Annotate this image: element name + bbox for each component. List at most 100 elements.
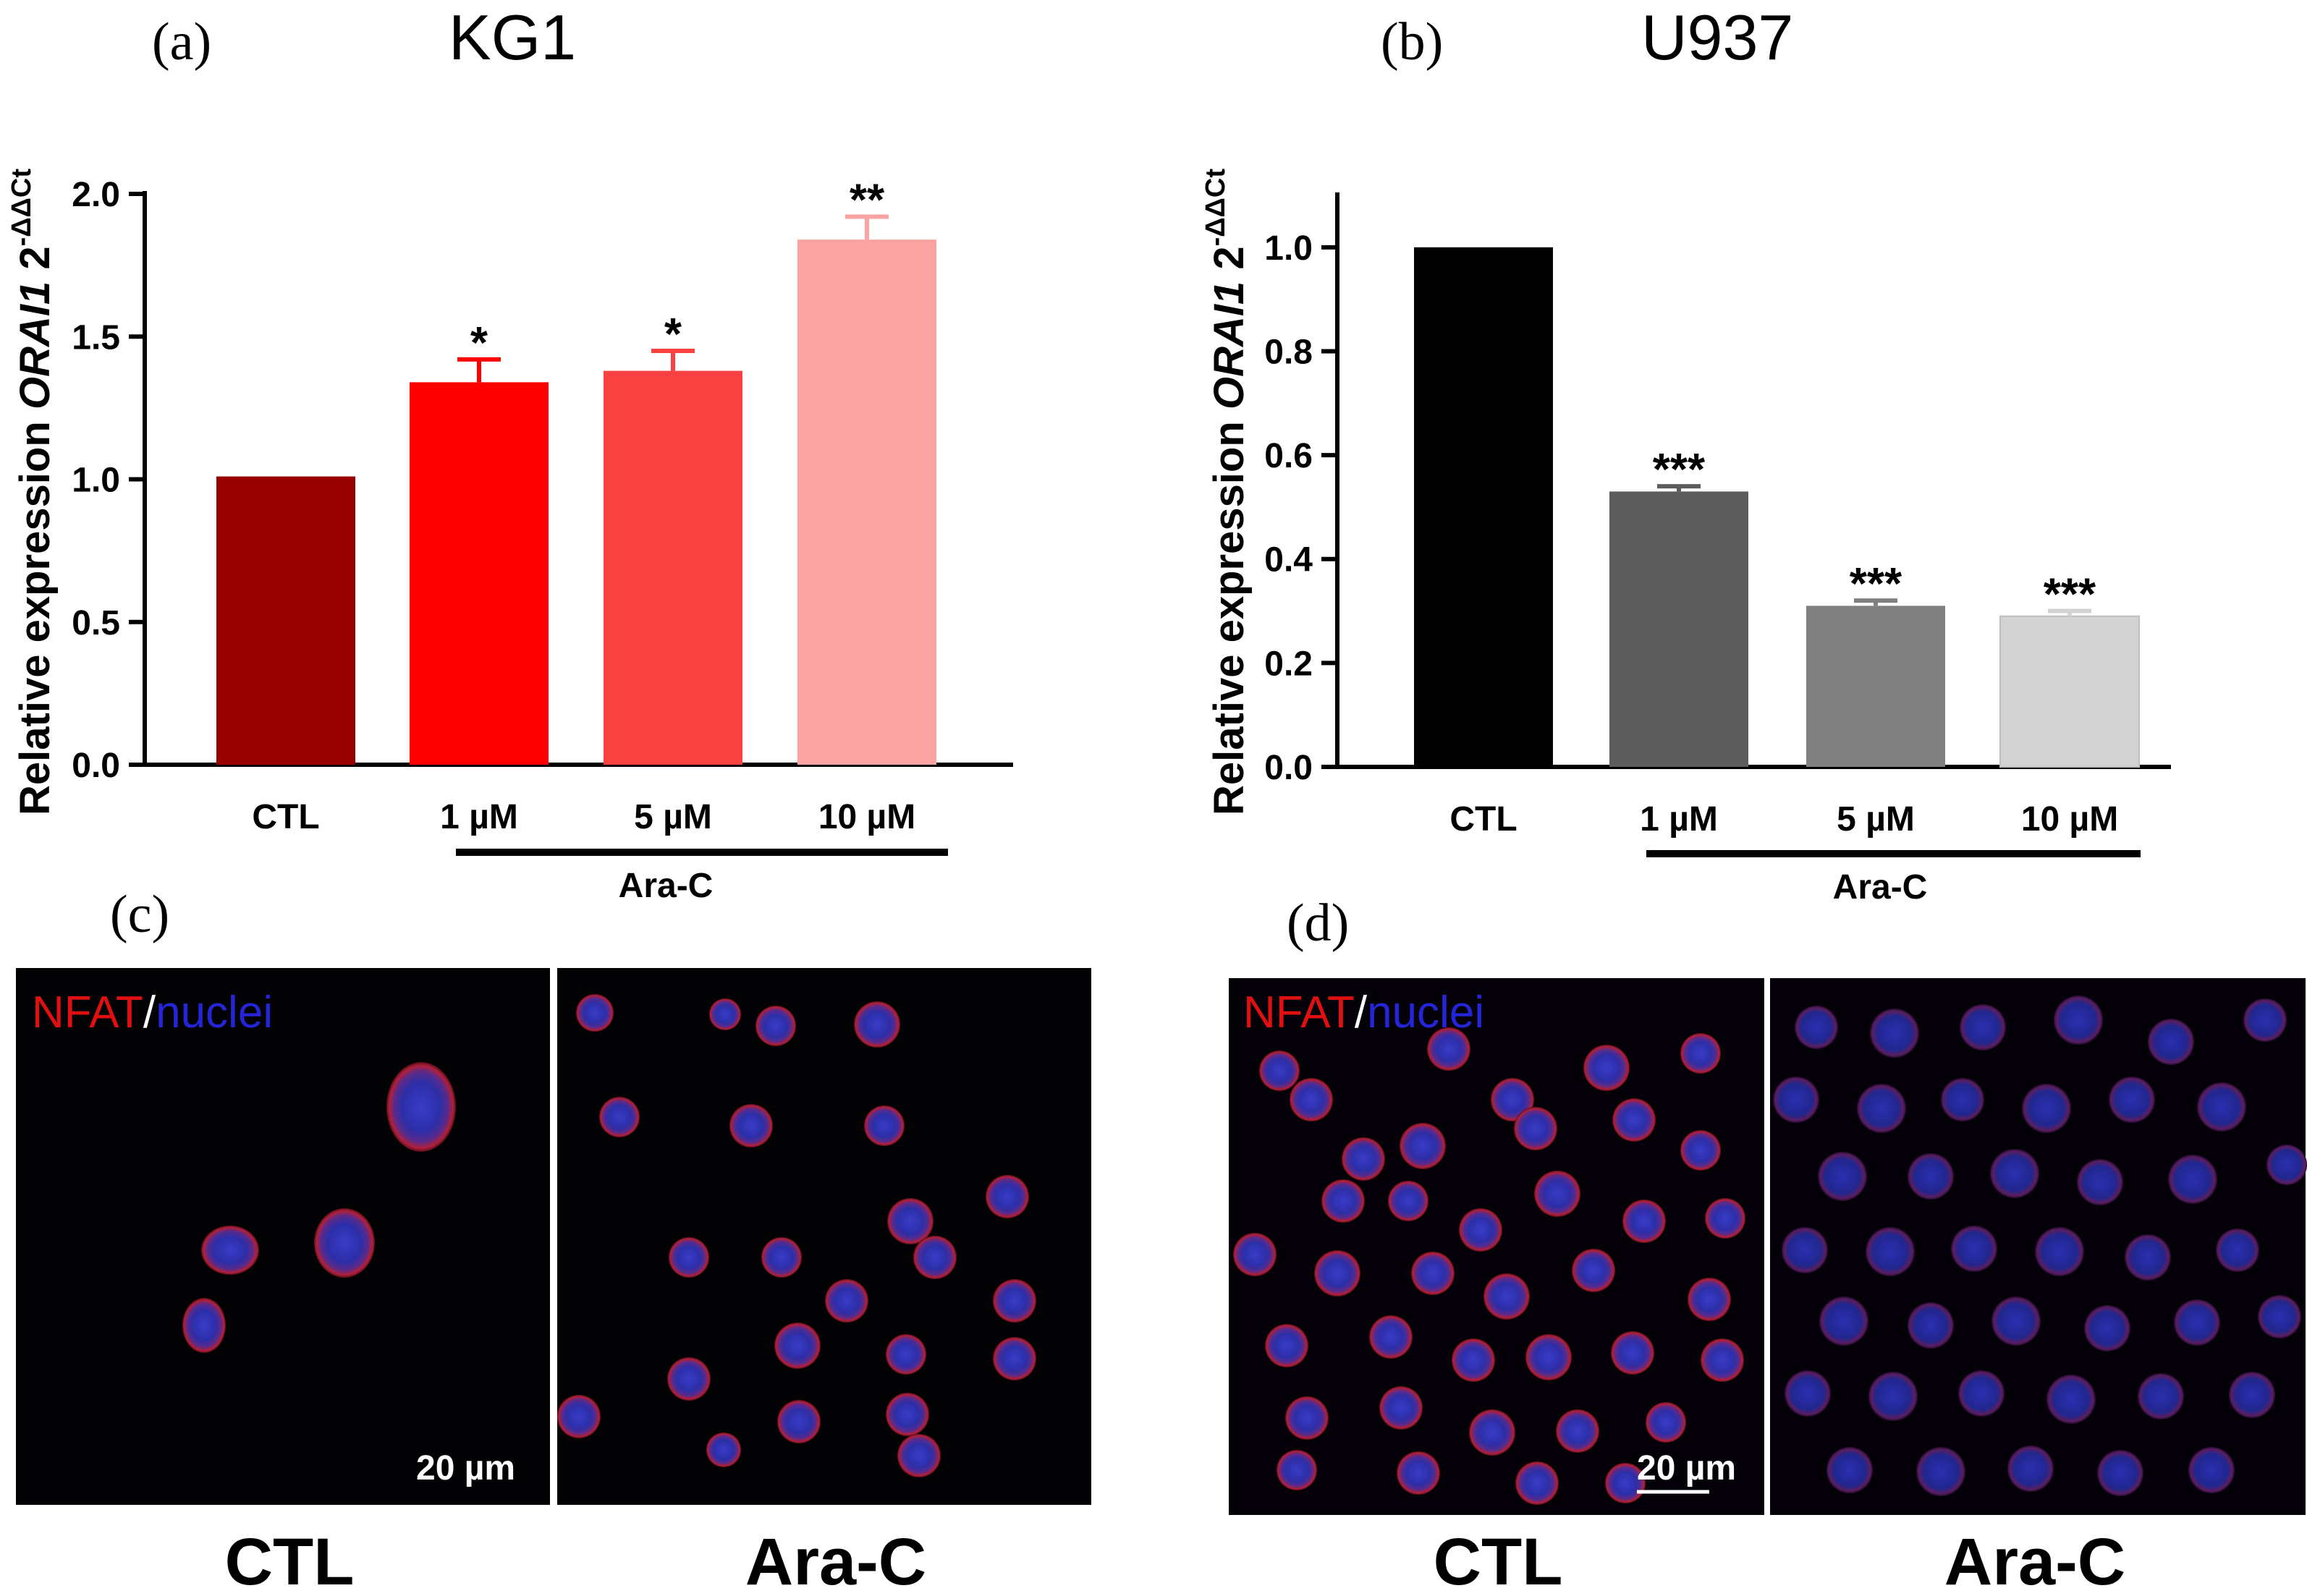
y-tick-label: 1.0 [1264, 229, 1313, 268]
cell [1277, 1450, 1317, 1490]
stain-nuclei-label: nuclei [156, 988, 273, 1037]
cell [1680, 1033, 1721, 1074]
x-tick-label: 10 µM [818, 798, 915, 836]
cell [755, 1006, 796, 1046]
cell [1556, 1409, 1599, 1453]
cell [1868, 1372, 1918, 1421]
cell [2035, 1227, 2084, 1276]
cell [2007, 1446, 2054, 1492]
cell [669, 1237, 709, 1278]
panel-c-arac-image [557, 968, 1091, 1505]
panel-d-stain-legend: NFAT/nuclei [1243, 988, 1484, 1037]
cell [2168, 1155, 2217, 1204]
panel-b-label: (b) [1381, 12, 1443, 72]
cell [1622, 1200, 1666, 1243]
cell [709, 998, 741, 1030]
y-tick-label: 1.5 [72, 318, 120, 357]
cell [1990, 1149, 2039, 1198]
panel-a-label: (a) [152, 12, 211, 72]
cell [1818, 1152, 1867, 1201]
cell [1459, 1208, 1502, 1252]
cell [2148, 1019, 2194, 1065]
cell [1400, 1123, 1446, 1169]
cell [1785, 1370, 1831, 1417]
cell [314, 1208, 375, 1278]
bar [216, 476, 355, 765]
bar [1999, 615, 2140, 768]
cell [201, 1226, 259, 1275]
cell [777, 1400, 821, 1443]
cell [886, 1393, 929, 1436]
cell [1951, 1226, 1997, 1272]
panel-c-ctl-image [16, 968, 550, 1505]
cell [2138, 1373, 2184, 1419]
cell [557, 1395, 601, 1438]
cell [1857, 1084, 1906, 1133]
cell [2046, 1375, 2096, 1424]
significance-marker: * [470, 318, 488, 368]
cell [1534, 1171, 1580, 1217]
panel-c-arac-cells [557, 994, 1036, 1477]
panel-c-stain-legend: NFAT/nuclei [32, 988, 273, 1037]
cell [2022, 1084, 2071, 1133]
panel-d-right-caption: Ara-C [1944, 1525, 2125, 1596]
cell [1411, 1252, 1455, 1295]
cell [182, 1298, 226, 1353]
panel-c-scale-bar-label: 20 µm [416, 1449, 515, 1487]
cell [913, 1236, 957, 1279]
x-tick-label: 5 µM [1837, 800, 1915, 839]
cell [897, 1434, 941, 1477]
panel-d-arac-cells [1773, 996, 2307, 1496]
stain-separator: / [143, 988, 156, 1037]
panel-d-label: (d) [1287, 893, 1349, 953]
panel-a-ylabel-prefix: Relative expression [12, 409, 59, 815]
y-tick-label: 0.2 [1264, 645, 1313, 683]
cell [2084, 1305, 2130, 1351]
cell [2174, 1299, 2220, 1346]
panel-a: (a) KG1 0.0 0.5 1.0 1.5 2.0 CTL * 1 µM * 5 µM ** 10… [7, 1, 1013, 905]
cell [1782, 1227, 1828, 1273]
cell [1321, 1179, 1365, 1223]
cell [1866, 1227, 1915, 1276]
cell [2216, 1228, 2259, 1272]
cell [1908, 1302, 1954, 1349]
panel-a-title: KG1 [449, 1, 576, 73]
panel-c-ctl-cells [182, 1062, 456, 1353]
cell [1469, 1409, 1515, 1456]
cell [2125, 1234, 2171, 1281]
cell [1705, 1198, 1745, 1239]
cell [706, 1432, 741, 1467]
cell [2097, 1450, 2143, 1496]
y-tick-label: 0.6 [1264, 437, 1313, 475]
x-tick-label: 1 µM [440, 798, 518, 836]
panel-c-right-caption: Ara-C [745, 1525, 926, 1596]
cell [774, 1323, 821, 1369]
cell [2229, 1372, 2275, 1418]
cell [1611, 1331, 1654, 1375]
stain-separator: / [1355, 988, 1368, 1037]
cell [1314, 1250, 1360, 1296]
x-tick-label: CTL [1449, 800, 1517, 839]
cell [1514, 1107, 1557, 1150]
bar [797, 239, 936, 765]
cell [993, 1337, 1036, 1380]
panel-b-ylabel-gene: ORAI1 [1206, 281, 1253, 409]
cell [864, 1105, 905, 1146]
cell [1701, 1338, 1744, 1382]
cell [1265, 1324, 1308, 1367]
cell [1397, 1451, 1440, 1495]
stain-nfat-label: NFAT [1243, 988, 1355, 1037]
y-tick-label: 0.8 [1264, 333, 1313, 371]
cell [1379, 1386, 1423, 1430]
bar [604, 370, 742, 765]
y-tick-label: 0.4 [1264, 541, 1313, 580]
y-tick-label: 0.0 [1264, 749, 1313, 787]
cell [2054, 996, 2103, 1045]
cell [887, 1198, 934, 1244]
panel-a-ylabel-gene: ORAI1 [12, 281, 59, 409]
panel-b-axes: 0.0 0.2 0.4 0.6 0.8 1.0 CTL *** 1 µM *** 5 µM *** 10… [1264, 192, 2171, 839]
cell [1259, 1050, 1300, 1091]
cell [993, 1279, 1036, 1323]
cell [1646, 1402, 1686, 1443]
